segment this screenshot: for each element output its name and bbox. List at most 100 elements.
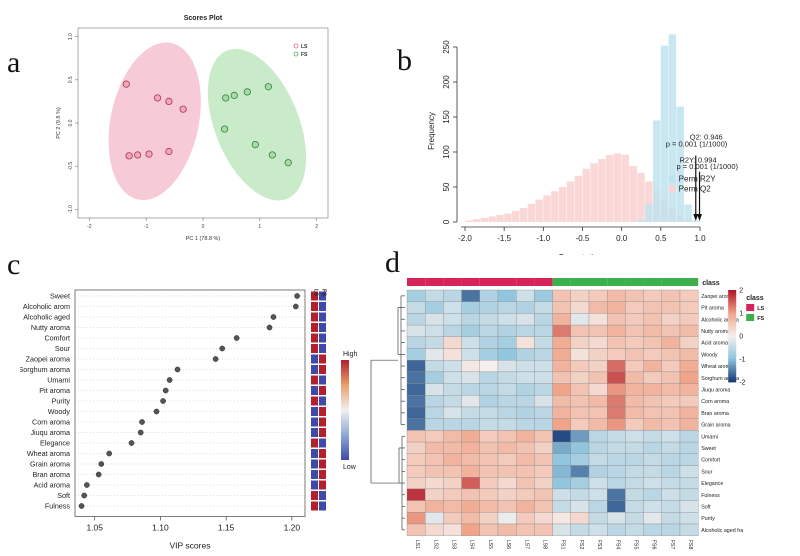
heatmap-cell [534, 430, 553, 443]
y-tick-label: 100 [442, 145, 451, 159]
heatmap-cell [607, 360, 626, 373]
feature-label: Bran aroma [32, 470, 70, 479]
heatmap-row-label: Sorghum aroma [701, 376, 739, 382]
heatmap-cell [406, 418, 426, 431]
x-tick-label: 1.05 [86, 523, 103, 533]
heatmap-cell [679, 453, 699, 466]
heat-cell-fs [319, 501, 326, 511]
heatmap-column-label: FS8 [687, 540, 693, 550]
heatmap-cell [443, 395, 462, 408]
heatmap-cell [588, 301, 608, 314]
heatmap-cell [406, 360, 426, 373]
heatmap-cell [625, 371, 644, 384]
heatmap-cell [552, 395, 571, 408]
heat-cell-fs [319, 302, 326, 311]
heatmap-cell [588, 406, 608, 419]
feature-label: Alcoholic aged [23, 313, 70, 322]
heatmap-cell [661, 512, 681, 525]
scale-bar-segment [728, 375, 737, 378]
heatmap-cell [443, 418, 462, 431]
heatmap-cell [443, 477, 462, 490]
heat-cell-ls [311, 354, 318, 364]
heatmap-cell [516, 465, 535, 478]
heatmap-column-label: LS8 [542, 540, 548, 549]
heat-cell-ls [311, 501, 318, 511]
class-bar-cell-ls [534, 278, 553, 286]
heatmap-cell [570, 512, 590, 525]
heatmap-cell [461, 371, 480, 384]
heatmap-cell [516, 512, 535, 525]
scale-bar-segment [728, 303, 737, 307]
heatmap-row-label: Soft [701, 504, 711, 510]
heatmap-cell [625, 418, 644, 431]
scale-bar-segment [728, 338, 737, 341]
heatmap-cell [406, 441, 426, 454]
heatmap-cell [552, 313, 571, 326]
heatmap-cell [425, 336, 444, 349]
heatmap-cell [661, 430, 681, 443]
heatmap-cell [443, 336, 462, 349]
heatmap-cell [661, 371, 681, 384]
heatmap-cell [497, 430, 517, 443]
heatmap-cell [425, 289, 444, 302]
class-bar-cell-fs [680, 278, 699, 286]
heatmap-cell [497, 500, 517, 513]
heatmap-cell [661, 488, 681, 501]
heatmap-cell [534, 324, 553, 337]
heat-cell-ls [311, 459, 318, 469]
heatmap-cell [406, 313, 426, 326]
heatmap-cell [625, 301, 644, 314]
heatmap-cell [570, 348, 590, 361]
scale-tick-label: 1 [739, 311, 743, 318]
heatmap-column-label: FS1 [560, 540, 566, 550]
heatmap-cell [588, 430, 608, 443]
heatmap-cell [534, 371, 553, 384]
heatmap-cell [679, 348, 699, 361]
heatmap-cell [570, 406, 590, 419]
vip-point [294, 293, 300, 299]
heatmap-cell [552, 477, 571, 490]
heatmap-cell [607, 313, 626, 326]
heatmap-cell [588, 348, 608, 361]
scale-bar-segment [728, 347, 737, 351]
heat-cell-fs [319, 333, 326, 343]
heatmap-cell [588, 477, 608, 490]
data-point-ls [179, 105, 187, 113]
feature-label: Corn aroma [32, 418, 70, 427]
heatmap-column-label: LS7 [523, 540, 529, 549]
vip-point [139, 419, 145, 425]
heatmap-cell [443, 406, 462, 419]
heatmap-cell [643, 336, 662, 349]
data-point-fs [243, 88, 251, 96]
heatmap-row-label: Corn aroma [701, 399, 729, 405]
heatmap-cell [607, 441, 626, 454]
heatmap-cell [607, 418, 626, 431]
heatmap-cell [643, 430, 662, 443]
panel-label-c: c [7, 248, 21, 281]
class-legend-label-ls: LS [757, 306, 764, 312]
heatmap-cell [625, 313, 644, 326]
heatmap-column-label: FS3 [596, 540, 602, 550]
heat-cell-ls [311, 480, 318, 490]
x-tick-label: -0.5 [576, 234, 590, 243]
heatmap-row-label: Umami [701, 434, 718, 440]
heatmap-cell [443, 430, 462, 443]
heatmap-cell [443, 523, 462, 536]
heat-column-label-ls: LS [313, 289, 319, 296]
scale-bar-segment [728, 345, 737, 348]
heatmap-cell [552, 430, 571, 443]
heatmap-cell [643, 289, 662, 302]
heatmap-cell [497, 441, 517, 454]
x-axis-label: Permutations [559, 253, 606, 255]
panel-label-b: b [397, 44, 412, 77]
heatmap-cell [406, 523, 426, 536]
heatmap-cell [570, 418, 590, 431]
heatmap-cell [443, 301, 462, 314]
heatmap-cell [425, 500, 444, 513]
bar-perm-q2 [582, 168, 590, 222]
panel-label-a: a [7, 46, 21, 79]
heatmap-cell [497, 465, 517, 478]
heatmap-cell [552, 371, 571, 384]
heatmap-cell [534, 383, 553, 396]
heatmap-cell [607, 348, 626, 361]
